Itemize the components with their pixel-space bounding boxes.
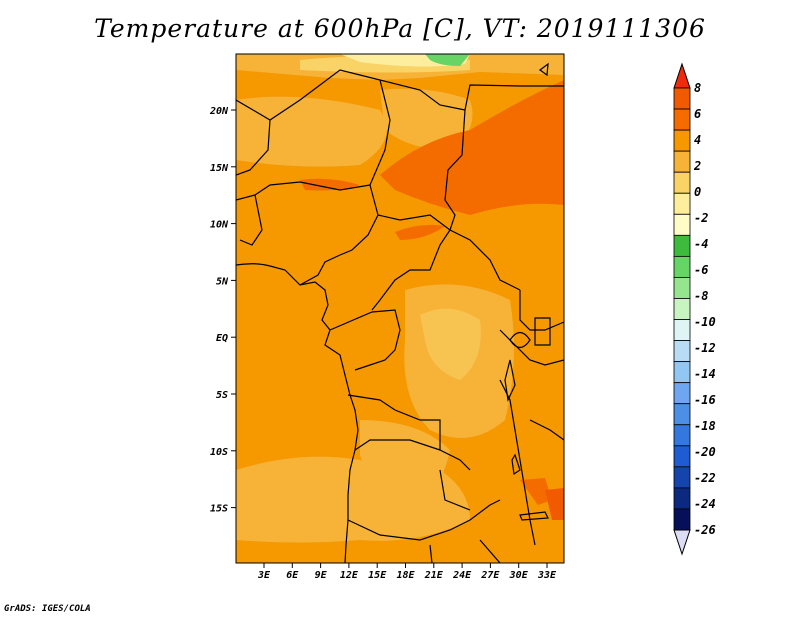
colorbar-label: 6 (694, 107, 701, 121)
colorbar-label: -24 (694, 497, 716, 511)
lat-label: 15S (210, 504, 228, 515)
colorbar-label: -26 (694, 523, 716, 537)
colorbar-label: 0 (694, 185, 701, 199)
lon-label: 27E (480, 570, 500, 581)
colorbar-swatch (673, 445, 691, 468)
longitude-axis: 3E 6E 9E 12E 15E 18E 21E 24E 27E 30E 33E (257, 563, 557, 581)
colorbar-swatch (673, 361, 691, 384)
colorbar-label: 2 (693, 159, 701, 173)
colorbar-swatch (673, 466, 691, 489)
colorbar-label: -10 (694, 315, 716, 329)
colorbar-swatch (673, 108, 691, 131)
lon-label: 33E (537, 570, 557, 581)
colorbar-swatch (673, 298, 691, 320)
colorbar-label: -20 (694, 445, 716, 459)
colorbar-swatch (673, 234, 691, 257)
colorbar-label: -18 (694, 419, 716, 433)
temperature-field (236, 54, 564, 563)
grads-credit: GrADS: IGES/COLA (4, 604, 91, 614)
lon-label: 3E (257, 570, 271, 581)
colorbar-swatch (673, 171, 691, 194)
colorbar-swatch (673, 424, 691, 447)
colorbar-label: -22 (694, 471, 716, 485)
lat-label: 15N (210, 163, 229, 174)
colorbar-label: -16 (694, 393, 716, 407)
lat-label: 10S (210, 447, 228, 458)
map-title: Temperature at 600hPa [C], VT: 201911130… (94, 14, 706, 43)
colorbar-swatch (673, 213, 691, 236)
colorbar-label: -12 (694, 341, 716, 355)
colorbar-swatch (673, 277, 691, 299)
lon-label: 12E (340, 570, 359, 581)
colorbar-label: -8 (694, 289, 708, 303)
lat-label: 5S (216, 390, 228, 401)
colorbar-swatch (673, 487, 691, 510)
colorbar-label: -14 (694, 367, 716, 381)
lon-label: 18E (396, 570, 415, 581)
colorbar-swatch (673, 382, 691, 405)
lon-label: 24E (452, 570, 472, 581)
lat-label: 20N (209, 106, 229, 117)
colorbar-bottom-arrow (673, 529, 691, 556)
country-borders (236, 62, 564, 563)
colorbar-swatch (673, 129, 691, 152)
colorbar-swatch (673, 87, 691, 110)
lon-label: 9E (315, 570, 328, 581)
colorbar-top-arrow (673, 62, 691, 89)
colorbar-swatch (673, 403, 691, 426)
lon-label: 21E (424, 570, 444, 581)
lat-label: 10N (210, 220, 229, 231)
colorbar-swatch (673, 255, 691, 278)
colorbar-swatch (673, 508, 691, 531)
colorbar-label: -2 (694, 211, 708, 225)
lon-label: 6E (286, 570, 299, 581)
map-frame (235, 53, 565, 564)
colorbar-swatch (673, 150, 691, 173)
colorbar-label: -6 (694, 263, 708, 277)
colorbar-swatch (673, 192, 691, 215)
colorbar: 8 6 4 2 0 -2 -4 -6 -8 -10 -12 -14 -16 -18 -20 -22 -24 -26 (673, 62, 716, 556)
latitude-axis: 20N 15N 10N 5N EQ 5S 10S 15S (209, 106, 236, 515)
lat-label: EQ (216, 333, 228, 344)
colorbar-label: -4 (694, 237, 708, 251)
colorbar-swatch (673, 319, 691, 341)
colorbar-label: 8 (694, 81, 701, 95)
lon-label: 30E (509, 570, 529, 581)
lat-label: 5N (216, 276, 229, 287)
colorbar-swatch (673, 340, 691, 363)
colorbar-label: 4 (694, 133, 701, 147)
lon-label: 15E (368, 570, 387, 581)
